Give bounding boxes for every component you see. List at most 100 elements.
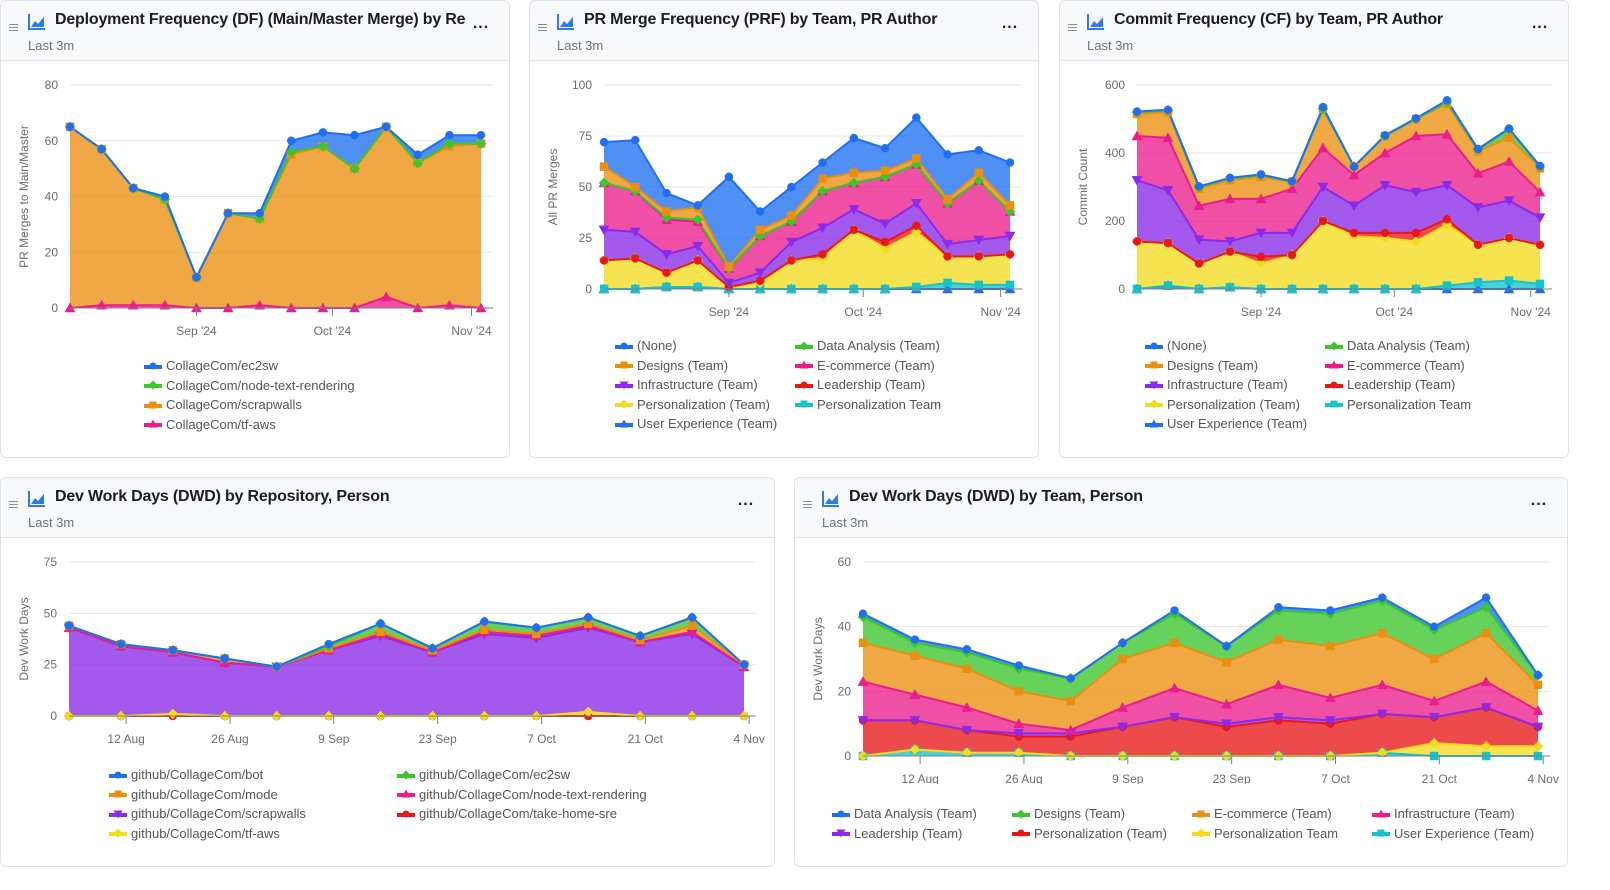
- data-point-leadership-team[interactable]: [1411, 228, 1421, 238]
- data-point-designs-team[interactable]: [724, 262, 734, 271]
- data-point-infrastructure-team[interactable]: [1379, 181, 1391, 191]
- legend-item[interactable]: User Experience (Team): [615, 415, 777, 433]
- legend-item[interactable]: github/CollageCom/scrapwalls: [109, 805, 306, 823]
- data-point-personalization-team[interactable]: [1163, 281, 1173, 290]
- legend-item[interactable]: Infrastructure (Team): [615, 376, 758, 394]
- data-point-github-collagecom-bot[interactable]: [635, 631, 645, 641]
- legend-item[interactable]: Personalization Team: [795, 396, 941, 414]
- data-point-e-commerce-team[interactable]: [1317, 142, 1329, 153]
- data-point-none[interactable]: [1256, 170, 1266, 179]
- drag-handle-icon[interactable]: [9, 24, 18, 32]
- data-point-none[interactable]: [1473, 144, 1483, 154]
- data-point-data-analysis-team[interactable]: [1222, 641, 1231, 651]
- legend-item[interactable]: Personalization (Team): [615, 396, 770, 414]
- data-point-github-collagecom-mode[interactable]: [376, 627, 385, 637]
- data-point-github-collagecom-bot[interactable]: [739, 660, 749, 669]
- data-point-data-analysis-team[interactable]: [1377, 593, 1387, 602]
- data-point-infrastructure-team[interactable]: [598, 225, 610, 236]
- data-point-none[interactable]: [1504, 124, 1514, 133]
- data-point-e-commerce-team[interactable]: [1441, 128, 1453, 139]
- legend-item[interactable]: CollageCom/node-text-rendering: [144, 377, 355, 395]
- legend-item[interactable]: github/CollageCom/bot: [109, 766, 263, 784]
- legend-item[interactable]: Data Analysis (Team): [1325, 337, 1470, 355]
- data-point-personalization-team[interactable]: [1473, 277, 1483, 287]
- data-point-leadership-team[interactable]: [1504, 233, 1514, 243]
- area-e-commerce-team[interactable]: [863, 633, 1538, 731]
- data-point-designs-team[interactable]: [787, 211, 796, 220]
- data-point-collagecom-node-text-rendering[interactable]: [285, 146, 297, 158]
- data-point-collagecom-ec2sw[interactable]: [318, 128, 328, 137]
- data-point-none[interactable]: [1442, 96, 1452, 105]
- data-point-leadership-team[interactable]: [1380, 228, 1390, 238]
- data-point-designs-team[interactable]: [974, 168, 984, 177]
- data-point-leadership-team[interactable]: [1132, 237, 1142, 246]
- data-point-data-analysis-team[interactable]: [1066, 674, 1075, 683]
- data-point-collagecom-ec2sw[interactable]: [160, 192, 170, 201]
- data-point-e-commerce-team[interactable]: [1131, 130, 1143, 141]
- data-point-personalization-team[interactable]: [1376, 747, 1388, 759]
- data-point-infrastructure-team[interactable]: [629, 227, 641, 238]
- data-point-infrastructure-team[interactable]: [848, 205, 860, 215]
- data-point-personalization-team[interactable]: [961, 747, 973, 759]
- data-point-designs-team[interactable]: [943, 194, 952, 204]
- data-point-personalization-team[interactable]: [1504, 276, 1514, 285]
- data-point-none[interactable]: [787, 182, 796, 192]
- data-point-leadership-team[interactable]: [1480, 703, 1492, 714]
- data-point-designs-team[interactable]: [630, 182, 640, 192]
- area-github-collagecom-scrapwalls[interactable]: [69, 627, 744, 716]
- legend-item[interactable]: Leadership (Team): [832, 825, 962, 843]
- data-point-collagecom-node-text-rendering[interactable]: [444, 138, 455, 149]
- data-point-github-collagecom-bot[interactable]: [428, 643, 437, 653]
- data-point-leadership-team[interactable]: [1442, 215, 1452, 224]
- area-collagecom-scrapwalls[interactable]: [70, 126, 481, 308]
- data-point-leadership-team[interactable]: [909, 716, 921, 726]
- data-point-personalization-team[interactable]: [1410, 236, 1422, 247]
- legend-item[interactable]: E-commerce (Team): [795, 357, 935, 375]
- data-point-infrastructure-team[interactable]: [785, 237, 797, 248]
- data-point-collagecom-tf-aws[interactable]: [254, 299, 266, 310]
- data-point-collagecom-tf-aws[interactable]: [127, 299, 139, 310]
- data-point-infrastructure-team[interactable]: [942, 239, 953, 250]
- data-point-e-commerce-team[interactable]: [1193, 200, 1205, 210]
- data-point-infrastructure-team[interactable]: [754, 268, 766, 279]
- legend-item[interactable]: Leadership (Team): [795, 376, 925, 394]
- data-point-none[interactable]: [1411, 114, 1421, 123]
- legend-item[interactable]: Personalization Team: [1325, 396, 1471, 414]
- data-point-infrastructure-team[interactable]: [1193, 235, 1205, 246]
- data-point-e-commerce-team[interactable]: [1066, 696, 1075, 706]
- data-point-infrastructure-team[interactable]: [1480, 676, 1492, 686]
- data-point-none[interactable]: [1287, 176, 1297, 186]
- data-point-personalization-team[interactable]: [1013, 747, 1025, 759]
- data-point-data-analysis-team[interactable]: [817, 185, 828, 197]
- data-point-collagecom-tf-aws[interactable]: [443, 299, 455, 310]
- data-point-leadership-team[interactable]: [1287, 250, 1297, 260]
- data-point-infrastructure-team[interactable]: [879, 219, 891, 230]
- legend-item[interactable]: E-commerce (Team): [1192, 805, 1332, 823]
- data-point-personalization-team[interactable]: [1442, 281, 1452, 290]
- legend-item[interactable]: User Experience (Team): [1145, 415, 1307, 433]
- data-point-data-analysis-team[interactable]: [1274, 603, 1283, 612]
- legend-item[interactable]: github/CollageCom/mode: [109, 786, 278, 804]
- data-point-e-commerce-team[interactable]: [1014, 687, 1024, 696]
- data-point-personalization-team[interactable]: [879, 242, 891, 254]
- data-point-none[interactable]: [849, 133, 859, 143]
- legend-item[interactable]: github/CollageCom/node-text-rendering: [397, 786, 647, 804]
- drag-handle-icon[interactable]: [803, 501, 812, 509]
- data-point-collagecom-ec2sw[interactable]: [287, 136, 296, 145]
- data-point-designs-team[interactable]: [818, 174, 827, 184]
- area-designs-team[interactable]: [863, 600, 1538, 701]
- data-point-collagecom-tf-aws[interactable]: [159, 299, 171, 310]
- data-point-leadership-team[interactable]: [693, 256, 702, 265]
- data-point-github-collagecom-tf-aws[interactable]: [167, 708, 179, 720]
- data-point-leadership-team[interactable]: [599, 256, 609, 265]
- area-e-commerce-team[interactable]: [1137, 134, 1540, 242]
- data-point-collagecom-tf-aws[interactable]: [96, 299, 108, 310]
- data-point-collagecom-node-text-rendering[interactable]: [475, 138, 487, 149]
- more-options-button[interactable]: ...: [737, 492, 755, 509]
- data-point-data-analysis-team[interactable]: [1326, 606, 1335, 615]
- data-point-leadership-team[interactable]: [961, 725, 973, 736]
- legend-item[interactable]: Designs (Team): [615, 357, 728, 375]
- data-point-none[interactable]: [1163, 105, 1173, 115]
- data-point-none[interactable]: [1194, 182, 1204, 191]
- data-point-none[interactable]: [912, 113, 921, 122]
